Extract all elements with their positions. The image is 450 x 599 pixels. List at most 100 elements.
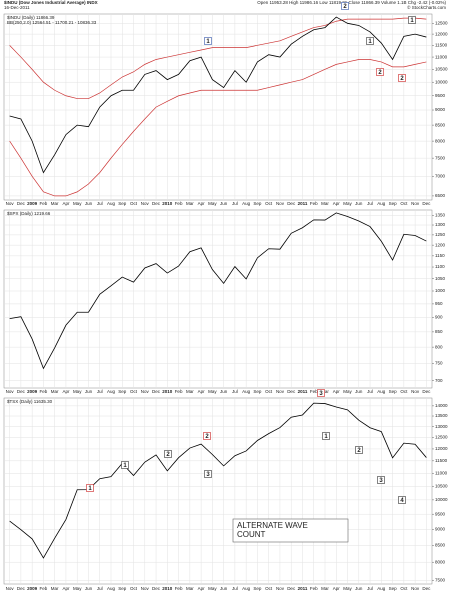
x-tick-label: 2010 [162,586,173,591]
y-tick-label: 850 [435,329,443,334]
x-tick-label: Jul [232,389,238,394]
x-tick-label: Dec [287,201,296,206]
x-tick-label: 2010 [162,389,173,394]
x-tick-label: Apr [333,586,341,591]
wave-label-box [204,470,212,478]
y-tick-label: 8500 [435,122,446,127]
x-tick-label: Mar [321,201,329,206]
bollinger-band [9,59,427,197]
wave-label-box [366,37,374,45]
x-tick-label: Mar [51,586,59,591]
x-tick-label: May [208,389,217,394]
series-legend: $INDU (Daily) 11866.39 [7,15,55,20]
wave-label: 2 [357,448,361,454]
x-tick-label: Feb [310,389,318,394]
wave-label: 3 [206,472,210,478]
x-tick-label: Sep [253,586,262,591]
y-tick-label: 7000 [435,174,446,179]
wave-label: 1 [368,39,372,45]
wave-label-box [355,446,363,454]
x-tick-label: Apr [198,201,206,206]
x-tick-label: Jun [355,201,363,206]
x-tick-label: Mar [51,201,59,206]
wave-label-box [398,496,406,504]
y-tick-label: 10000 [435,79,448,84]
x-tick-label: Sep [118,586,127,591]
x-tick-label: Oct [400,586,408,591]
x-tick-label: Nov [276,586,285,591]
x-tick-label: Jul [97,586,103,591]
price-line [9,402,427,559]
y-tick-label: 6500 [435,193,446,198]
wave-label-box [317,389,325,397]
wave-label-box [322,432,330,440]
y-tick-label: 1100 [435,264,445,269]
x-tick-label: May [343,586,352,591]
y-tick-label: 1350 [435,213,446,218]
x-tick-label: Oct [400,389,408,394]
x-tick-label: Aug [377,586,386,591]
y-tick-label: 13000 [435,424,448,429]
x-tick-label: Dec [152,389,161,394]
x-tick-label: Jul [367,389,373,394]
x-tick-label: Jul [97,201,103,206]
x-tick-label: Aug [242,201,251,206]
x-tick-label: Jun [85,201,93,206]
wave-label: 2 [343,4,347,10]
x-tick-label: Sep [253,201,262,206]
price-line [9,212,427,370]
wave-label-box [204,37,212,45]
y-tick-label: 12000 [435,446,448,451]
y-tick-label: 8000 [435,138,446,143]
wave-label-box [164,450,172,458]
y-tick-label: 9000 [435,526,446,531]
x-tick-label: 2009 [27,201,38,206]
y-tick-label: 11000 [435,54,448,59]
wave-label-box [203,432,211,440]
x-tick-label: Mar [186,389,194,394]
x-tick-label: Sep [118,201,127,206]
y-tick-label: 1050 [435,276,446,281]
x-tick-label: Nov [276,201,285,206]
y-tick-label: 1250 [435,232,446,237]
x-tick-label: Nov [276,389,285,394]
y-tick-label: 10500 [435,483,448,488]
wave-label-box [398,74,406,82]
x-tick-label: Feb [175,586,183,591]
x-tick-label: Sep [389,389,398,394]
x-tick-label: Nov [6,201,15,206]
x-tick-label: Dec [152,586,161,591]
y-tick-label: 8500 [435,542,446,547]
x-tick-label: Feb [40,201,48,206]
wave-label-box [121,461,129,469]
x-tick-label: Oct [265,389,273,394]
x-tick-label: Jun [85,389,93,394]
x-tick-label: Oct [265,201,273,206]
x-tick-label: Mar [186,201,194,206]
y-tick-label: 11500 [435,43,448,48]
x-tick-label: Nov [411,586,420,591]
x-tick-label: Sep [118,389,127,394]
x-tick-label: Dec [17,586,26,591]
x-tick-label: Apr [198,586,206,591]
x-tick-label: 2011 [298,201,308,206]
x-tick-label: Jun [355,389,363,394]
x-tick-label: Mar [321,389,329,394]
x-tick-label: Apr [198,389,206,394]
x-tick-label: Dec [287,586,296,591]
y-tick-label: 11500 [435,458,448,463]
band-legend: BB(250,2.0) 12564.51 - 11700.21 - 10836.… [7,20,97,25]
y-tick-label: 900 [435,315,443,320]
x-tick-label: Aug [107,389,116,394]
x-tick-label: Sep [389,201,398,206]
y-tick-label: 700 [435,378,443,383]
x-tick-label: Dec [17,389,26,394]
x-tick-label: 2011 [298,586,308,591]
wave-label-box [86,484,94,492]
symbol: $INDU (Dow Jones Industrial Average) IND… [4,0,98,5]
x-tick-label: Apr [62,201,70,206]
y-tick-label: 1150 [435,253,445,258]
wave-label-box [376,68,384,76]
wave-label: 1 [324,434,328,440]
